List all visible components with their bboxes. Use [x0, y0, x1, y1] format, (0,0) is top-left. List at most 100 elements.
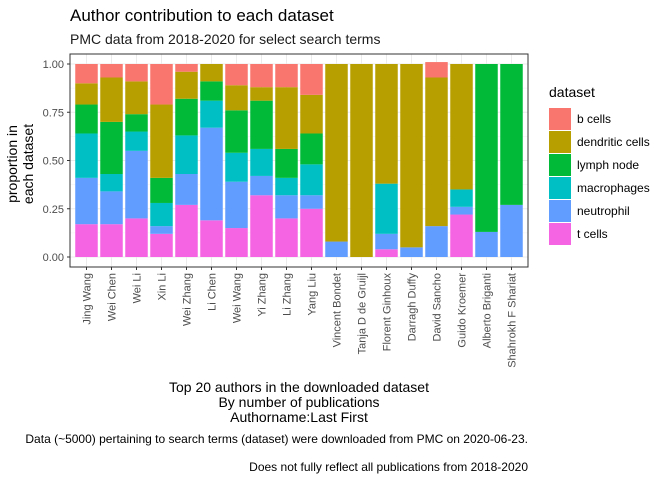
- legend-item: lymph node: [549, 153, 650, 176]
- chart-title: Author contribution to each dataset: [70, 6, 334, 25]
- bar-segment-lymph-node: [475, 64, 498, 232]
- bar-segment-dendritic-cells: [400, 64, 423, 248]
- bar-segment-t-cells: [450, 214, 473, 257]
- bar-segment-lymph-node: [200, 81, 223, 101]
- bar-segment-dendritic-cells: [75, 83, 98, 105]
- bar-segment-macrophages: [150, 202, 173, 227]
- plot-panel: [70, 54, 528, 267]
- y-tick-label: 1.00: [43, 59, 64, 71]
- bar-segment-neutrophil: [100, 191, 123, 225]
- chart-subtitle: PMC data from 2018-2020 for select searc…: [70, 31, 381, 47]
- bar-segment-macrophages: [125, 131, 148, 151]
- bar-segment-dendritic-cells: [375, 64, 398, 184]
- legend-key-swatch: [549, 153, 571, 176]
- legend-label: macrophages: [577, 180, 650, 195]
- bar-segment-macrophages: [375, 183, 398, 234]
- x-tick-label: Shahrokh F Shariat: [507, 273, 519, 368]
- bar-segment-t-cells: [175, 204, 198, 257]
- legend-title: dataset: [549, 84, 595, 100]
- bar-segment-dendritic-cells: [250, 87, 273, 101]
- bar-segment-neutrophil: [450, 206, 473, 215]
- legend-label: neutrophil: [577, 203, 630, 218]
- bar-segment-neutrophil: [75, 177, 98, 225]
- x-tick-label: Yi Zhang: [257, 273, 269, 317]
- x-tick-label: Yang Liu: [307, 273, 319, 316]
- x-tick-label: Tanja D de Gruijl: [357, 273, 369, 354]
- legend-item: dendritic cells: [549, 130, 650, 153]
- bar-segment-dendritic-cells: [125, 81, 148, 115]
- bar-segment-dendritic-cells: [350, 64, 373, 257]
- bar-segment-b-cells: [150, 64, 173, 105]
- bar-segment-lymph-node: [225, 110, 248, 153]
- bar-segment-lymph-node: [250, 100, 273, 149]
- bar-segment-dendritic-cells: [225, 85, 248, 111]
- bar-segment-neutrophil: [200, 127, 223, 221]
- legend-label: b cells: [577, 111, 612, 126]
- legend-item: t cells: [549, 222, 650, 245]
- bar-segment-b-cells: [425, 62, 448, 78]
- bar-segment-t-cells: [100, 224, 123, 257]
- y-axis-label-line-1: proportion in: [4, 125, 20, 203]
- bar-segment-lymph-node: [100, 121, 123, 175]
- bar-segment-lymph-node: [300, 133, 323, 165]
- bar-segment-macrophages: [275, 177, 298, 196]
- legend: dataset b cells dendritic cells lymph node…: [549, 84, 650, 245]
- bar-segment-dendritic-cells: [100, 77, 123, 122]
- x-tick-label: Xin Li: [157, 273, 169, 301]
- bar-segment-macrophages: [175, 135, 198, 175]
- bar-segment-b-cells: [175, 64, 198, 72]
- bar-segment-neutrophil: [375, 233, 398, 250]
- legend-label: dendritic cells: [577, 134, 650, 149]
- bar-segment-t-cells: [250, 195, 273, 257]
- legend-item: neutrophil: [549, 199, 650, 222]
- bar-segment-b-cells: [300, 64, 323, 95]
- x-tick-label: Wei Chen: [107, 273, 119, 321]
- bar-segment-lymph-node: [150, 177, 173, 203]
- bar-segment-neutrophil: [275, 195, 298, 219]
- legend-key-swatch: [549, 222, 571, 245]
- bar-segment-dendritic-cells: [150, 104, 173, 178]
- x-tick-label: Li Zhang: [282, 273, 294, 316]
- bar-segment-neutrophil: [175, 174, 198, 205]
- bar-segment-t-cells: [200, 220, 223, 257]
- bar-segment-macrophages: [200, 100, 223, 128]
- bar-segment-dendritic-cells: [300, 94, 323, 134]
- x-tick-label: Wei Wang: [232, 273, 244, 323]
- legend-key-swatch: [549, 107, 571, 130]
- bar-segment-lymph-node: [275, 148, 298, 178]
- y-axis-label: proportion in each dataset: [4, 124, 36, 204]
- x-tick-label: Vincent Bondet: [332, 273, 344, 347]
- bar-segment-dendritic-cells: [450, 64, 473, 190]
- legend-key-swatch: [549, 130, 571, 153]
- bar-segment-macrophages: [300, 164, 323, 196]
- bar-segment-b-cells: [100, 64, 123, 78]
- x-axis-label-line-1: Top 20 authors in the downloaded dataset: [169, 379, 429, 395]
- plot-border: [69, 53, 529, 268]
- bar-segment-neutrophil: [325, 241, 348, 257]
- bar-segment-neutrophil: [400, 247, 423, 257]
- x-tick-label: Florent Ginhoux: [382, 273, 394, 352]
- bar-segment-neutrophil: [425, 226, 448, 257]
- bar-segment-t-cells: [125, 218, 148, 257]
- bar-segment-t-cells: [375, 249, 398, 257]
- bar-segment-t-cells: [225, 228, 248, 257]
- y-tick-label: 0.00: [43, 252, 64, 264]
- legend-item: b cells: [549, 107, 650, 130]
- x-tick-label: Li Chen: [207, 273, 219, 311]
- bar-segment-t-cells: [300, 208, 323, 257]
- bar-segment-dendritic-cells: [200, 64, 223, 82]
- y-tick-label: 0.25: [43, 204, 64, 216]
- x-tick-label: Jing Wang: [82, 273, 94, 325]
- bar-segment-neutrophil: [225, 181, 248, 229]
- bar-segment-lymph-node: [175, 98, 198, 136]
- x-tick-label: Wei Zhang: [182, 273, 194, 326]
- x-tick-label: Alberto Briganti: [482, 273, 494, 348]
- bar-segment-lymph-node: [75, 104, 98, 134]
- bar-segment-lymph-node: [125, 114, 148, 132]
- y-tick-label: 0.75: [43, 107, 64, 119]
- bar-segment-b-cells: [275, 64, 298, 88]
- caption-disclaimer: Does not fully reflect all publications …: [249, 460, 528, 474]
- bar-segment-macrophages: [450, 189, 473, 207]
- bar-segment-b-cells: [125, 64, 148, 82]
- bar-segment-neutrophil: [125, 150, 148, 219]
